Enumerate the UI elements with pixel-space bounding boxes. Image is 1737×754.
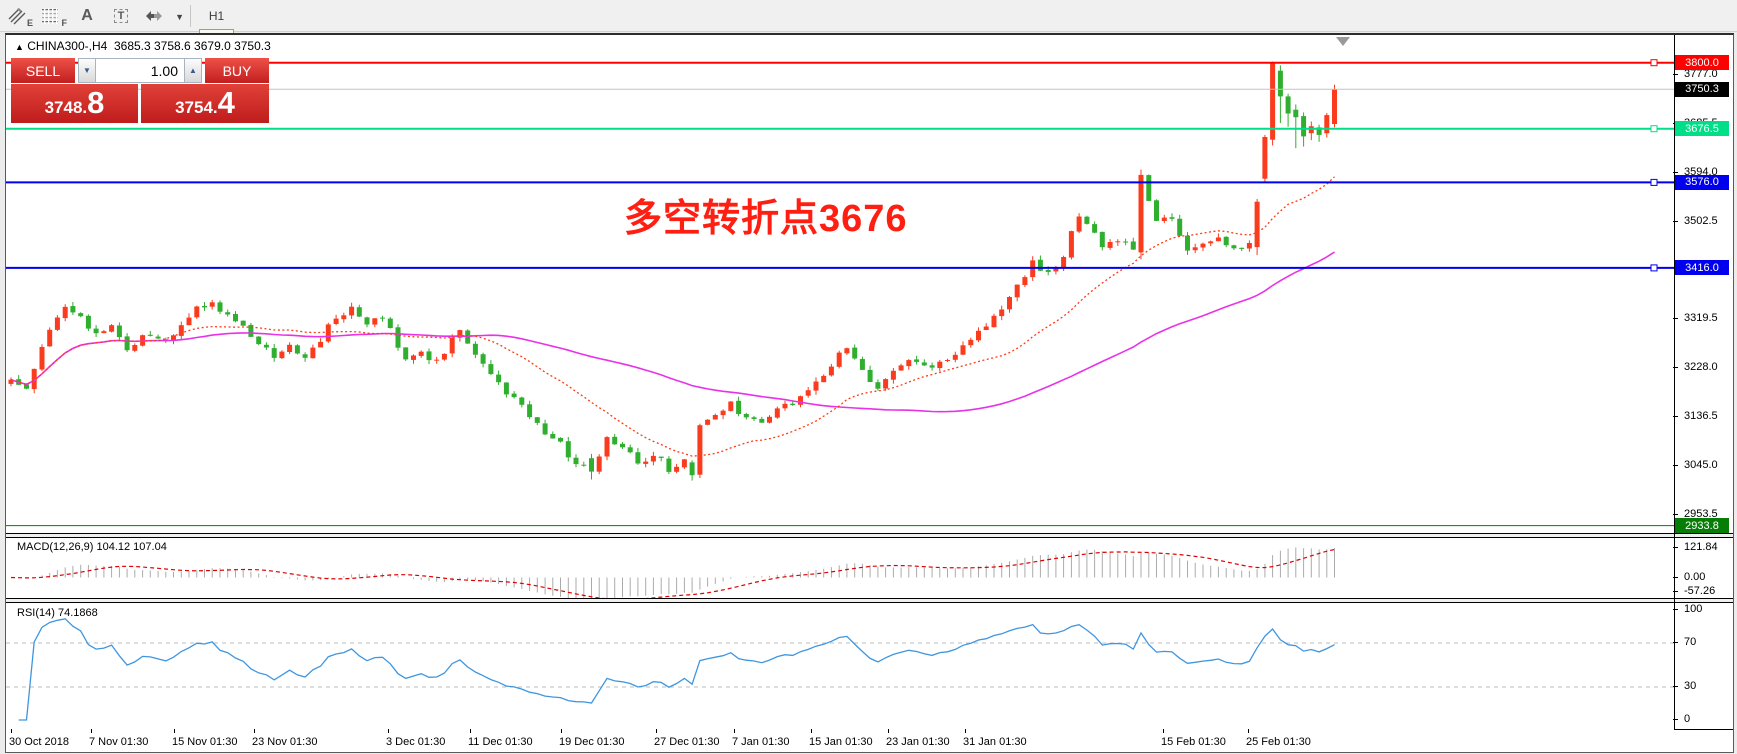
rsi-indicator-label: RSI(14) 74.1868 xyxy=(17,607,98,619)
time-tick xyxy=(811,729,812,733)
price-tick-label: 3594.0 xyxy=(1673,166,1718,178)
chart-shift-marker-icon[interactable] xyxy=(1336,37,1350,46)
time-axis-label: 23 Jan 01:30 xyxy=(886,736,950,748)
price-tick-label: 3319.5 xyxy=(1673,312,1718,324)
macd-tick-label: 0.00 xyxy=(1672,571,1705,583)
macd-canvas xyxy=(10,547,1335,598)
sell-button[interactable]: SELL xyxy=(11,58,75,83)
time-axis: 30 Oct 2018 7 Nov 01:30 15 Nov 01:30 23 Nov… xyxy=(6,729,1674,752)
volume-input[interactable] xyxy=(96,58,184,83)
volume-increase-button[interactable]: ▲ xyxy=(184,58,202,83)
chart-area[interactable]: ▲ CHINA300-,H4 3685.3 3758.6 3679.0 3750… xyxy=(5,33,1734,753)
one-click-expand-icon[interactable]: ▲ xyxy=(15,42,24,52)
price-level-badge[interactable]: 3416.0 xyxy=(1675,260,1729,276)
draw-trendlines-icon[interactable]: E xyxy=(4,4,34,28)
price-tick-label: 3502.5 xyxy=(1673,215,1718,227)
time-axis-label: 30 Oct 2018 xyxy=(9,736,69,748)
time-tick xyxy=(656,729,657,733)
time-tick xyxy=(174,729,175,733)
time-tick xyxy=(91,729,92,733)
arrow-objects-icon[interactable]: ▼ xyxy=(140,4,184,28)
rsi-tick-label: 30 xyxy=(1672,680,1696,692)
time-axis-label: 25 Feb 01:30 xyxy=(1246,736,1311,748)
price-tick-label: 3136.5 xyxy=(1673,410,1718,422)
ask-price-main: 3754. xyxy=(175,98,218,117)
buy-button[interactable]: BUY xyxy=(205,58,269,83)
time-tick xyxy=(11,729,12,733)
macd-tick-label: -57.26 xyxy=(1672,585,1715,597)
volume-decrease-button[interactable]: ▼ xyxy=(78,58,96,83)
time-axis-label: 23 Nov 01:30 xyxy=(252,736,318,748)
time-tick xyxy=(254,729,255,733)
text-label-icon[interactable]: T xyxy=(106,4,136,28)
price-level-badge[interactable]: 3800.0 xyxy=(1675,55,1729,71)
price-level-badge[interactable]: 2933.8 xyxy=(1675,518,1729,534)
time-tick xyxy=(561,729,562,733)
chart-annotation-text[interactable]: 多空转折点3676 xyxy=(624,198,908,240)
price-tick-label: 3777.0 xyxy=(1673,68,1718,80)
rsi-tick-label: 0 xyxy=(1672,713,1690,725)
price-level-badge[interactable]: 3750.3 xyxy=(1675,81,1729,97)
candlestick-canvas[interactable] xyxy=(6,35,1674,533)
time-axis-label: 7 Jan 01:30 xyxy=(732,736,790,748)
fibonacci-grid-icon[interactable]: F xyxy=(38,4,68,28)
time-axis-label: 15 Jan 01:30 xyxy=(809,736,873,748)
panel-splitter[interactable] xyxy=(6,598,1733,603)
macd-tick-label: 121.84 xyxy=(1673,541,1718,553)
time-tick xyxy=(470,729,471,733)
time-tick xyxy=(388,729,389,733)
time-axis-label: 3 Dec 01:30 xyxy=(386,736,446,748)
toolbar-separator xyxy=(190,4,191,27)
time-axis-label: 31 Jan 01:30 xyxy=(963,736,1027,748)
price-tick-label: 2953.5 xyxy=(1673,508,1718,520)
time-axis-label: 11 Dec 01:30 xyxy=(468,736,533,748)
bid-price[interactable]: 3748. 8 xyxy=(11,84,138,123)
price-level-badge[interactable]: 3576.0 xyxy=(1675,174,1729,190)
chart-header: ▲ CHINA300-,H4 3685.3 3758.6 3679.0 3750… xyxy=(15,39,271,53)
rsi-canvas xyxy=(6,618,1674,721)
ask-price[interactable]: 3754. 4 xyxy=(141,84,269,123)
price-tick-label: 3045.0 xyxy=(1673,459,1718,471)
arrow-objects-dropdown-caret[interactable]: ▼ xyxy=(175,11,184,22)
rsi-tick-label: 70 xyxy=(1672,636,1696,648)
icon-sub-label: F xyxy=(61,17,68,28)
time-tick xyxy=(1248,729,1249,733)
bid-price-pips: 8 xyxy=(87,85,105,120)
bid-price-main: 3748. xyxy=(44,98,88,117)
toolbar: E F A T ▼ M1M5M15M30H1H4D1W1MN xyxy=(0,0,1737,127)
macd-indicator-label: MACD(12,26,9) 104.12 107.04 xyxy=(17,541,167,553)
time-axis-label: 27 Dec 01:30 xyxy=(654,736,720,748)
time-tick xyxy=(965,729,966,733)
time-axis-label: 7 Nov 01:30 xyxy=(89,736,149,748)
one-click-trading-panel: SELL ▼ ▲ BUY 3748. 8 3754. 4 xyxy=(11,58,269,123)
time-tick xyxy=(888,729,889,733)
time-axis-label: 15 Feb 01:30 xyxy=(1161,736,1226,748)
time-axis-label: 19 Dec 01:30 xyxy=(559,736,625,748)
time-tick xyxy=(1163,729,1164,733)
price-level-badge[interactable]: 3676.5 xyxy=(1675,121,1729,137)
symbol-period-label: CHINA300-,H4 xyxy=(27,39,108,53)
ohlc-values: 3685.3 3758.6 3679.0 3750.3 xyxy=(113,39,271,53)
price-tick-label: 3228.0 xyxy=(1673,361,1718,373)
ask-price-pips: 4 xyxy=(217,85,235,120)
timeframe-button-h1[interactable]: H1 xyxy=(208,8,225,23)
time-axis-label: 15 Nov 01:30 xyxy=(172,736,238,748)
time-tick xyxy=(734,729,735,733)
price-axis-line xyxy=(1674,35,1675,729)
icon-sub-label: E xyxy=(26,17,33,28)
panel-splitter[interactable] xyxy=(6,533,1733,538)
rsi-tick-label: 100 xyxy=(1672,603,1702,615)
text-icon[interactable]: A xyxy=(81,6,93,24)
